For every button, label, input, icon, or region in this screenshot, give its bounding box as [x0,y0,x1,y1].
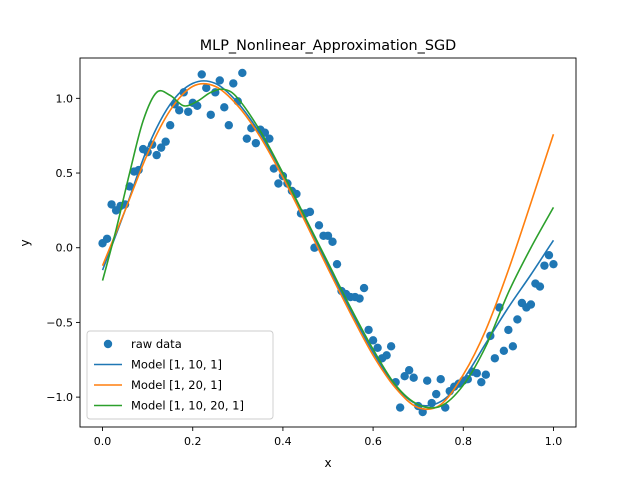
data-point-91 [508,342,518,351]
data-point-31 [238,68,247,78]
data-point-59 [364,325,373,335]
data-point-66 [395,403,405,412]
data-point-46 [305,207,315,217]
plot-area [98,68,558,417]
x-tick-label-2: 0.4 [274,435,292,448]
x-tick-label-1: 0.2 [184,435,202,448]
data-point-14 [161,137,170,146]
data-point-1 [102,234,112,243]
data-point-92 [513,315,522,324]
x-tick-label-0: 0.0 [94,435,112,448]
data-point-69 [409,373,418,382]
axes-frame [79,57,577,428]
data-point-75 [436,374,445,384]
data-point-52 [332,259,342,269]
data-point-68 [404,366,414,375]
data-point-51 [328,237,337,246]
data-point-97 [535,282,545,291]
data-point-48 [314,221,324,230]
y-tick-label-0: 1.0 [56,92,74,105]
data-point-67 [400,372,409,381]
data-point-15 [165,121,175,130]
data-point-27 [220,103,229,112]
legend: raw data Model [1, 10, 1] Model [1, 20, 1]… [86,330,274,420]
data-point-2 [107,200,116,209]
x-tick-label-4: 0.8 [455,435,473,448]
data-point-38 [269,164,279,173]
data-point-12 [152,150,161,160]
y-tick-label-1: 0.5 [56,167,74,180]
legend-label-1: Model [1, 20, 1] [131,378,222,392]
axes: 0.0 0.2 0.4 0.6 0.8 1.0 1.0 0.5 0.0 −0.5 −1.0 [46,92,562,448]
x-tick-label-5: 1.0 [545,435,563,448]
data-point-21 [193,101,202,111]
data-point-98 [540,261,549,270]
legend-label-0: Model [1, 10, 1] [131,358,222,372]
data-point-60 [368,336,378,345]
data-point-22 [197,70,206,79]
data-point-90 [504,325,513,335]
legend-marker-raw-data [103,339,113,349]
data-point-64 [386,342,396,351]
data-point-39 [274,179,283,188]
series-line-2 [101,88,555,409]
data-point-37 [265,134,274,143]
x-axis-label: x [324,456,331,470]
data-point-87 [490,354,500,363]
plot-contents [98,68,558,417]
data-point-17 [175,106,184,115]
data-point-58 [359,283,369,293]
data-point-89 [499,346,509,356]
series-line-1 [101,82,555,411]
data-point-34 [251,138,261,148]
legend-box [86,330,274,420]
data-point-13 [156,143,166,152]
data-point-95 [526,300,536,309]
data-point-29 [229,79,238,88]
legend-label-2: Model [1, 10, 20, 1] [131,399,244,413]
y-axis-label: y [18,239,32,246]
y-tick-label-2: 0.0 [56,242,74,255]
data-point-71 [418,407,427,417]
data-point-85 [481,370,491,379]
data-point-57 [355,294,364,303]
chart-title: MLP_Nonlinear_Approximation_SGD [200,38,456,54]
data-point-72 [423,376,432,385]
data-point-28 [224,121,233,130]
data-point-83 [472,369,481,378]
data-point-50 [323,231,333,240]
x-tick-label-3: 0.6 [364,435,382,448]
data-point-24 [206,110,215,119]
y-tick-label-4: −1.0 [46,391,73,404]
data-point-63 [382,351,391,360]
data-point-19 [184,107,193,116]
data-point-84 [477,377,486,387]
data-point-23 [202,83,211,93]
data-point-74 [432,389,441,399]
data-point-61 [373,343,382,353]
legend-label-raw-data: raw data [131,337,182,351]
data-point-26 [215,76,224,85]
data-point-32 [242,134,252,143]
data-point-100 [549,259,558,269]
y-tick-label-3: −0.5 [46,316,73,329]
data-point-99 [544,250,554,260]
